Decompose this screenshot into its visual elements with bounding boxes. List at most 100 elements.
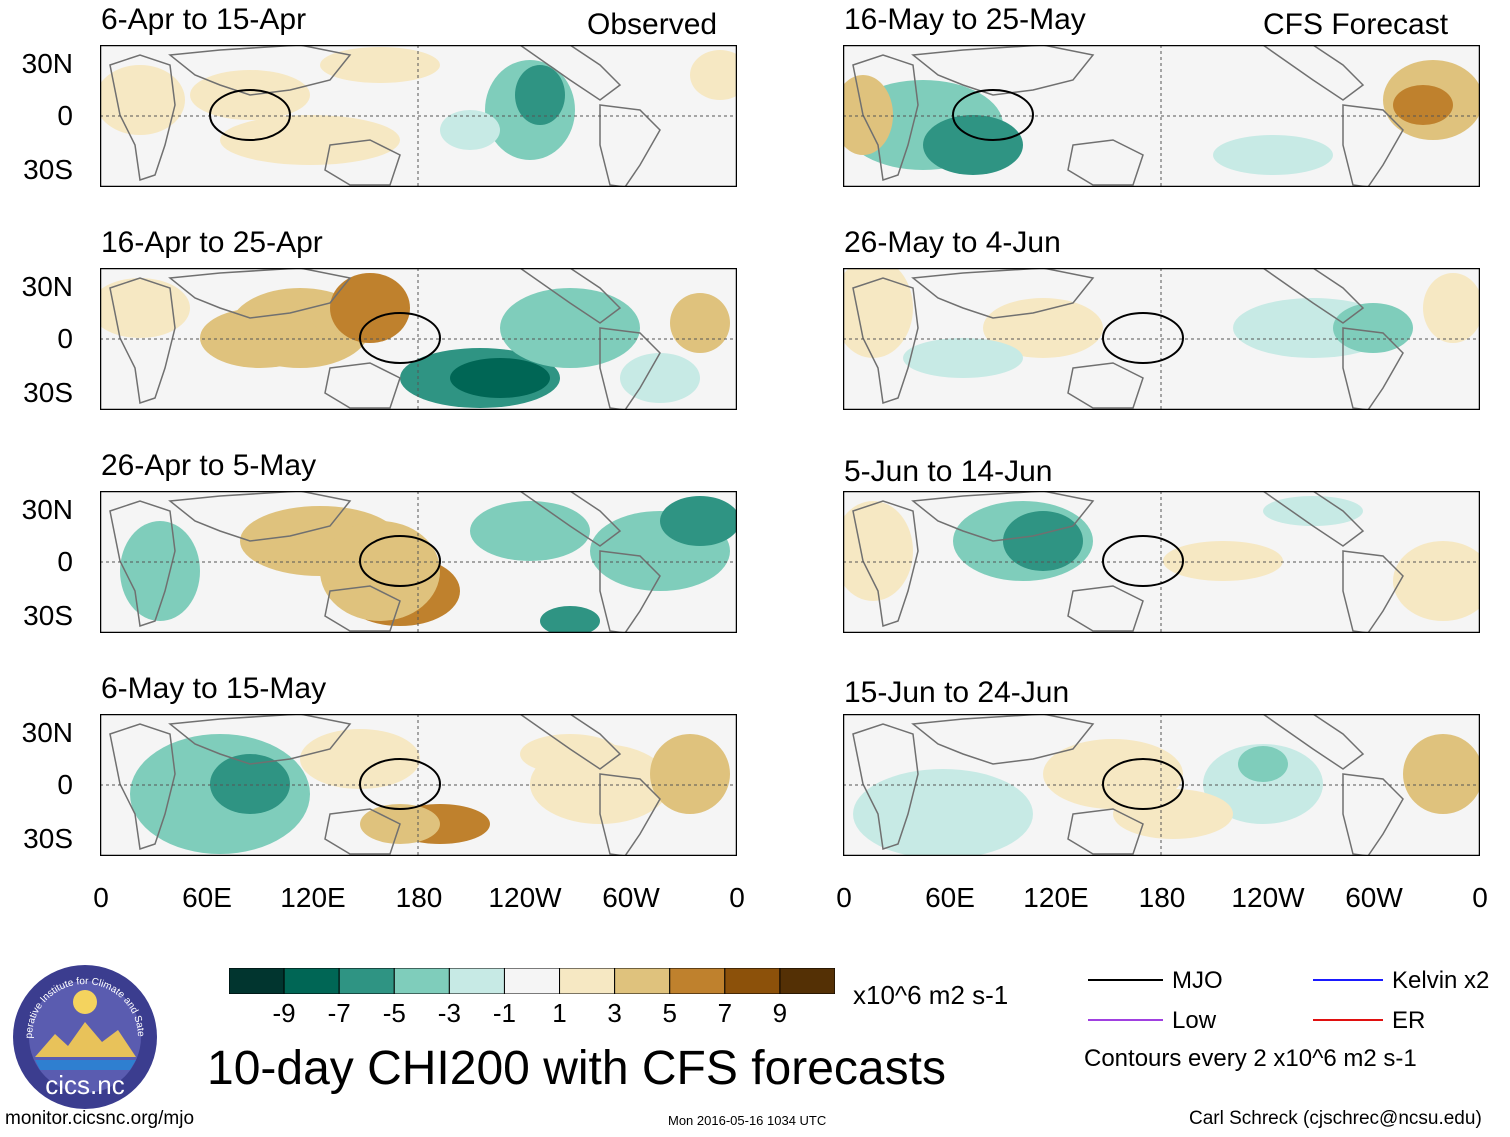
anomaly-shading bbox=[843, 501, 913, 601]
coastline bbox=[1261, 268, 1365, 324]
colorbar-swatch bbox=[229, 968, 285, 994]
colorbar-tick: -7 bbox=[327, 998, 351, 1028]
anomaly-shading bbox=[650, 734, 730, 814]
coastline bbox=[109, 277, 176, 404]
anomaly-shading bbox=[843, 75, 893, 155]
logo-sun-icon bbox=[73, 990, 97, 1014]
map-frame bbox=[100, 714, 737, 856]
lat-tick-30n: 30N bbox=[21, 494, 73, 525]
colorbar-swatch bbox=[283, 968, 340, 994]
coastline bbox=[109, 723, 176, 850]
coastline bbox=[518, 45, 622, 101]
anomaly-shading bbox=[1393, 85, 1453, 125]
anomaly-shading bbox=[660, 496, 737, 546]
lat-tick-30s: 30S bbox=[23, 377, 73, 408]
mjo-contour bbox=[209, 89, 291, 141]
panel-title-right-2: 26-May to 4-Jun bbox=[844, 226, 1061, 259]
colorbar-tick: 5 bbox=[662, 998, 677, 1028]
map-frame bbox=[100, 491, 737, 633]
anomaly-shading bbox=[1403, 734, 1480, 814]
anomaly-shading bbox=[515, 65, 565, 125]
mjo-contour bbox=[359, 535, 441, 587]
legend-label-low: Low bbox=[1172, 1007, 1217, 1034]
mjo-contour bbox=[1102, 535, 1184, 587]
anomaly-shading bbox=[903, 338, 1023, 378]
anomaly-shading bbox=[1203, 744, 1323, 824]
lat-tick-0: 0 bbox=[57, 769, 73, 800]
legend-line-kelvin bbox=[1313, 979, 1383, 981]
anomaly-shading bbox=[520, 734, 620, 774]
panel-title-right-1: 16-May to 25-May bbox=[844, 3, 1086, 36]
coastline bbox=[1342, 773, 1404, 856]
footer-url: monitor.cicsnc.org/mjo bbox=[5, 1108, 195, 1129]
coastline bbox=[599, 104, 661, 187]
colorbar-tick: -5 bbox=[382, 998, 406, 1028]
coastline bbox=[1067, 808, 1144, 855]
legend-note: Contours every 2 x10^6 m2 s-1 bbox=[1084, 1045, 1417, 1072]
anomaly-shading bbox=[983, 298, 1103, 358]
lat-tick-0: 0 bbox=[57, 323, 73, 354]
coastline bbox=[599, 550, 661, 633]
coastline bbox=[168, 714, 352, 765]
coastline bbox=[109, 500, 176, 627]
lon-tick-0: 0 bbox=[93, 882, 109, 913]
legend-label-mjo: MJO bbox=[1172, 967, 1223, 994]
colorbar-swatch bbox=[448, 968, 505, 994]
colorbar-swatch bbox=[779, 968, 835, 994]
anomaly-shading bbox=[1003, 511, 1083, 571]
coastline bbox=[109, 54, 176, 181]
colorbar-tick: -9 bbox=[272, 998, 296, 1028]
coastline bbox=[168, 491, 352, 542]
anomaly-shading bbox=[1163, 541, 1283, 581]
colorbar-swatch bbox=[503, 968, 561, 994]
anomaly-shading bbox=[100, 278, 190, 338]
mjo-contour bbox=[359, 312, 441, 364]
coastline bbox=[168, 268, 352, 319]
forecast-label: CFS Forecast bbox=[1263, 8, 1449, 41]
coastline bbox=[324, 808, 401, 855]
map-frame bbox=[843, 268, 1480, 410]
colorbar bbox=[229, 968, 835, 994]
map-frame bbox=[100, 45, 737, 187]
lat-tick-30n: 30N bbox=[21, 717, 73, 748]
anomaly-shading bbox=[440, 110, 500, 150]
anomaly-shading bbox=[853, 769, 1033, 856]
lat-tick-30n: 30N bbox=[21, 48, 73, 79]
panel-title-left-1: 6-Apr to 15-Apr bbox=[101, 3, 307, 36]
coastline bbox=[911, 268, 1095, 319]
coastline bbox=[1342, 550, 1404, 633]
colorbar-units: x10^6 m2 s-1 bbox=[853, 980, 1009, 1010]
coastline bbox=[1067, 362, 1144, 409]
lon-tick-120w: 120W bbox=[488, 882, 562, 913]
mjo-contour bbox=[1102, 312, 1184, 364]
map-panel-left-2 bbox=[100, 268, 737, 410]
coastline bbox=[911, 491, 1095, 542]
lat-tick-0: 0 bbox=[57, 546, 73, 577]
coastline bbox=[1261, 491, 1365, 547]
map-panel-right-4 bbox=[843, 714, 1480, 856]
colorbar-tick: -1 bbox=[492, 998, 517, 1028]
coastline bbox=[518, 491, 622, 547]
coastline bbox=[1067, 585, 1144, 632]
coastline bbox=[1261, 45, 1365, 101]
lon-tick-60w: 60W bbox=[602, 882, 660, 913]
coastline bbox=[324, 362, 401, 409]
main-title: 10-day CHI200 with CFS forecasts bbox=[207, 1042, 946, 1095]
lon-tick-0: 0 bbox=[836, 882, 852, 913]
colorbar-swatch bbox=[559, 968, 616, 994]
map-panel-right-1 bbox=[843, 45, 1480, 187]
panel-title-right-4: 15-Jun to 24-Jun bbox=[844, 676, 1070, 709]
mjo-contour bbox=[359, 758, 441, 810]
legend-label-kelvin: Kelvin x2 bbox=[1392, 967, 1490, 994]
legend-line-er bbox=[1313, 1019, 1383, 1021]
lat-tick-0: 0 bbox=[57, 100, 73, 131]
coastline bbox=[324, 139, 401, 186]
anomaly-shading bbox=[843, 268, 913, 358]
panel-title-left-3: 26-Apr to 5-May bbox=[101, 449, 317, 482]
coastline bbox=[1067, 139, 1144, 186]
coastline bbox=[518, 714, 622, 770]
lon-tick-120e: 120E bbox=[1023, 882, 1089, 913]
lon-tick-0-end: 0 bbox=[729, 882, 745, 913]
lat-tick-30s: 30S bbox=[23, 823, 73, 854]
coastline bbox=[852, 723, 919, 850]
